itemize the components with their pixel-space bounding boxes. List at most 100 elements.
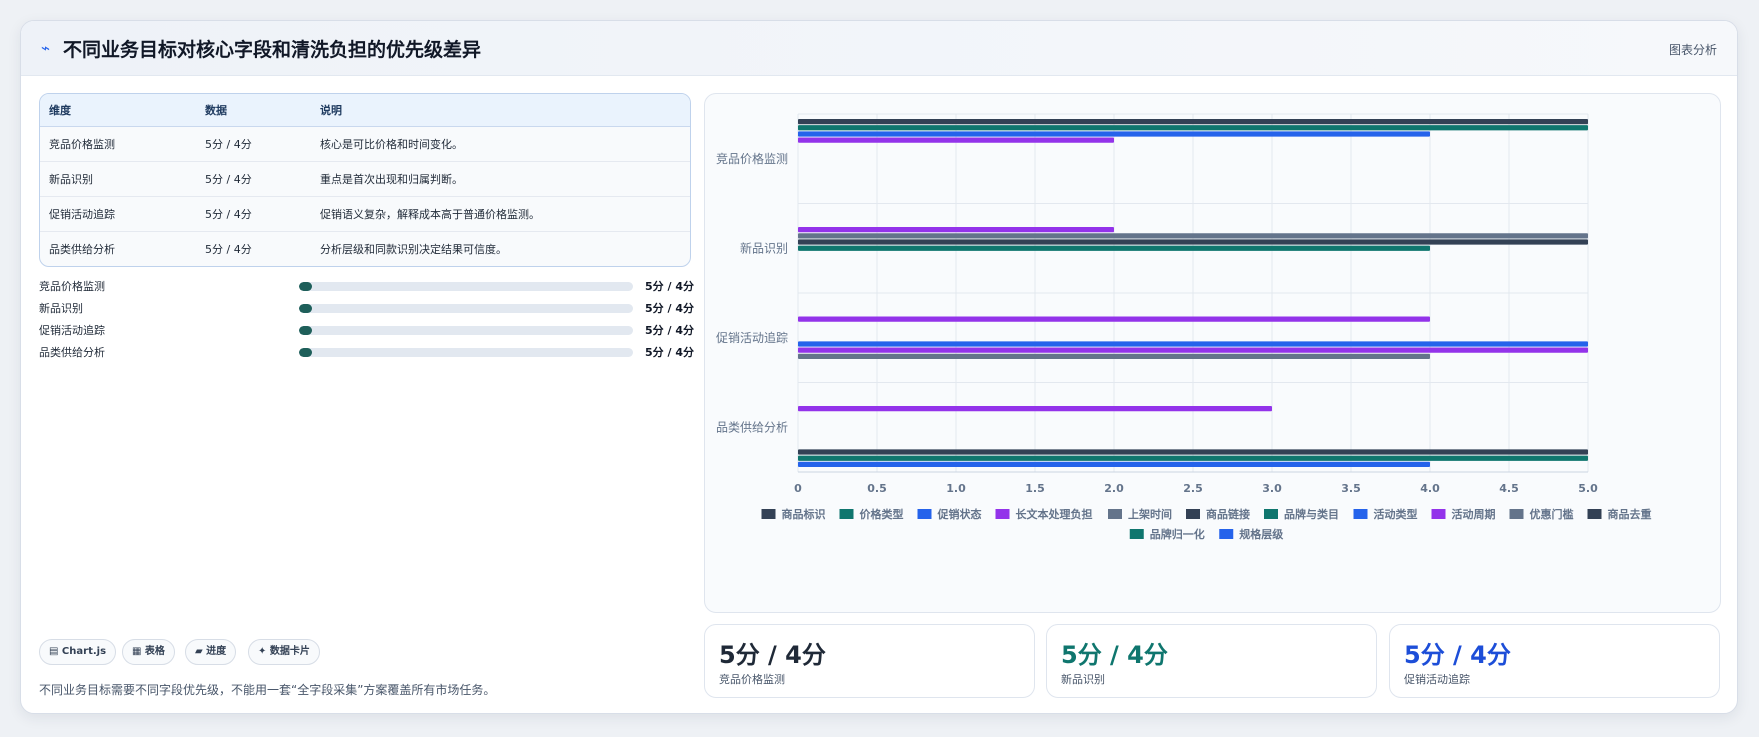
progress-fill [299,304,313,313]
progress-track [299,326,633,335]
bar-chart: 0 0.5 1.0 1.5 2.0 2.5 3.0 3.5 4.0 4.5 5.0 竞品价格监测新品识… [716,113,1652,541]
legend-label: 商品去重 [1608,507,1652,521]
y-tick-label: 促销活动追踪 [716,330,788,345]
bar [798,347,1588,353]
stat-label: 促销活动追踪 [1404,673,1470,686]
legend-swatch [1353,509,1368,519]
stat-value: 5分 / 4分 [1404,641,1511,669]
progress-label: 品类供给分析 [39,346,105,359]
progress-label: 竞品价格监测 [39,280,105,293]
legend-swatch [1129,529,1144,539]
chart-card: ⌁ 不同业务目标对核心字段和清洗负担的优先级差异 图表分析 维度 数据 说明 竞… [20,20,1738,714]
legend-label: 活动类型 [1374,507,1418,521]
progress-value: 5分 / 4分 [645,346,694,359]
table-cell: 促销活动追踪 [49,208,115,221]
legend-swatch [1264,509,1278,519]
legend-swatch [1509,509,1524,519]
x-tick-label: 1.5 [1025,482,1045,495]
table-tag[interactable]: ▦ 表格 [122,639,175,665]
table-cell: 竞品价格监测 [49,138,115,151]
column-header: 数据 [205,104,227,117]
table-row: 品类供给分析 5分 / 4分 分析层级和同款识别决定结果可信度。 [40,232,690,266]
legend-label: 商品标识 [782,507,826,521]
progress-row: 新品识别 5分 / 4分 [39,297,699,319]
bar [798,341,1588,347]
table-cell: 重点是首次出现和归属判断。 [320,173,463,186]
legend-label: 品牌与类目 [1284,507,1339,521]
table-cell: 品类供给分析 [49,243,115,256]
legend-swatch [1431,509,1446,519]
legend-label: 价格类型 [860,507,904,521]
y-tick-label: 新品识别 [740,240,788,255]
table-row: 促销活动追踪 5分 / 4分 促销语义复杂，解释成本高于普通价格监测。 [40,197,690,232]
legend-label: 商品链接 [1206,507,1250,521]
table-cell: 5分 / 4分 [205,243,252,256]
table-cell: 核心是可比价格和时间变化。 [320,138,463,151]
legend-label: 活动周期 [1452,507,1496,521]
stat-card: 5分 / 4分 新品识别 [1046,624,1377,698]
table-cell: 分析层级和同款识别决定结果可信度。 [320,243,507,256]
bar [798,455,1588,461]
progress-row: 竞品价格监测 5分 / 4分 [39,275,699,297]
progress-tag[interactable]: ▰ 进度 [185,639,237,665]
progress-fill [299,348,313,357]
bar [798,245,1430,251]
stat-value: 5分 / 4分 [1061,641,1168,669]
x-tick-label: 2.0 [1104,482,1124,495]
page-title: 不同业务目标对核心字段和清洗负担的优先级差异 [63,39,482,61]
legend-swatch [1587,509,1602,519]
table-row: 竞品价格监测 5分 / 4分 核心是可比价格和时间变化。 [40,127,690,162]
table-row: 新品识别 5分 / 4分 重点是首次出现和归属判断。 [40,162,690,197]
x-tick-label: 5.0 [1578,482,1598,495]
progress-track [299,304,633,313]
progress-row: 促销活动追踪 5分 / 4分 [39,319,699,341]
data-table: 维度 数据 说明 竞品价格监测 5分 / 4分 核心是可比价格和时间变化。 新品… [39,93,691,267]
progress-fill [299,326,313,335]
bar [798,131,1430,137]
stat-card: 5分 / 4分 促销活动追踪 [1389,624,1720,698]
bar [798,316,1430,322]
progress-value: 5分 / 4分 [645,324,694,337]
x-tick-label: 2.5 [1183,482,1203,495]
table-cell: 新品识别 [49,173,93,186]
column-header: 维度 [49,104,71,117]
legend-label: 品牌归一化 [1150,527,1205,541]
progress-row: 品类供给分析 5分 / 4分 [39,341,699,363]
legend-label: 优惠门槛 [1530,507,1574,521]
legend-swatch [1186,509,1200,519]
progress-value: 5分 / 4分 [645,302,694,315]
card-header: ⌁ 不同业务目标对核心字段和清洗负担的优先级差异 图表分析 [21,21,1737,76]
legend-swatch [839,509,854,519]
x-tick-label: 3.0 [1262,482,1282,495]
stat-card: 5分 / 4分 竞品价格监测 [704,624,1035,698]
data-card-tag[interactable]: ✦ 数据卡片 [248,639,320,665]
x-tick-label: 4.5 [1499,482,1519,495]
bar [798,406,1272,412]
table-cell: 5分 / 4分 [205,138,252,151]
stat-label: 新品识别 [1061,673,1105,686]
footnote: 不同业务目标需要不同字段优先级，不能用一套“全字段采集”方案覆盖所有市场任务。 [39,683,496,697]
chartjs-tag[interactable]: ▤ Chart.js [39,639,117,665]
progress-track [299,282,633,291]
column-header: 说明 [320,104,342,117]
bar [798,449,1588,455]
x-tick-label: 0 [794,482,802,495]
x-tick-label: 4.0 [1420,482,1440,495]
x-tick-label: 0.5 [867,482,887,495]
progress-label: 促销活动追踪 [39,324,105,337]
chart-analysis-label[interactable]: 图表分析 [1668,43,1717,57]
legend-swatch [917,509,932,519]
y-tick-label: 品类供给分析 [716,420,788,434]
progress-value: 5分 / 4分 [645,280,694,293]
legend-swatch [1108,509,1122,519]
progress-label: 新品识别 [39,302,83,315]
bar-chart-panel: 0 0.5 1.0 1.5 2.0 2.5 3.0 3.5 4.0 4.5 5.0 竞品价格监测 新品识… [704,93,1721,613]
table-cell: 5分 / 4分 [205,208,252,221]
legend-label: 规格层级 [1239,527,1284,541]
bar [798,353,1430,359]
progress-track [299,348,633,357]
y-tick-label: 竞品价格监测 [716,151,788,166]
legend-label: 上架时间 [1128,507,1172,521]
x-tick-label: 1.0 [946,482,966,495]
legend-swatch [995,509,1010,519]
